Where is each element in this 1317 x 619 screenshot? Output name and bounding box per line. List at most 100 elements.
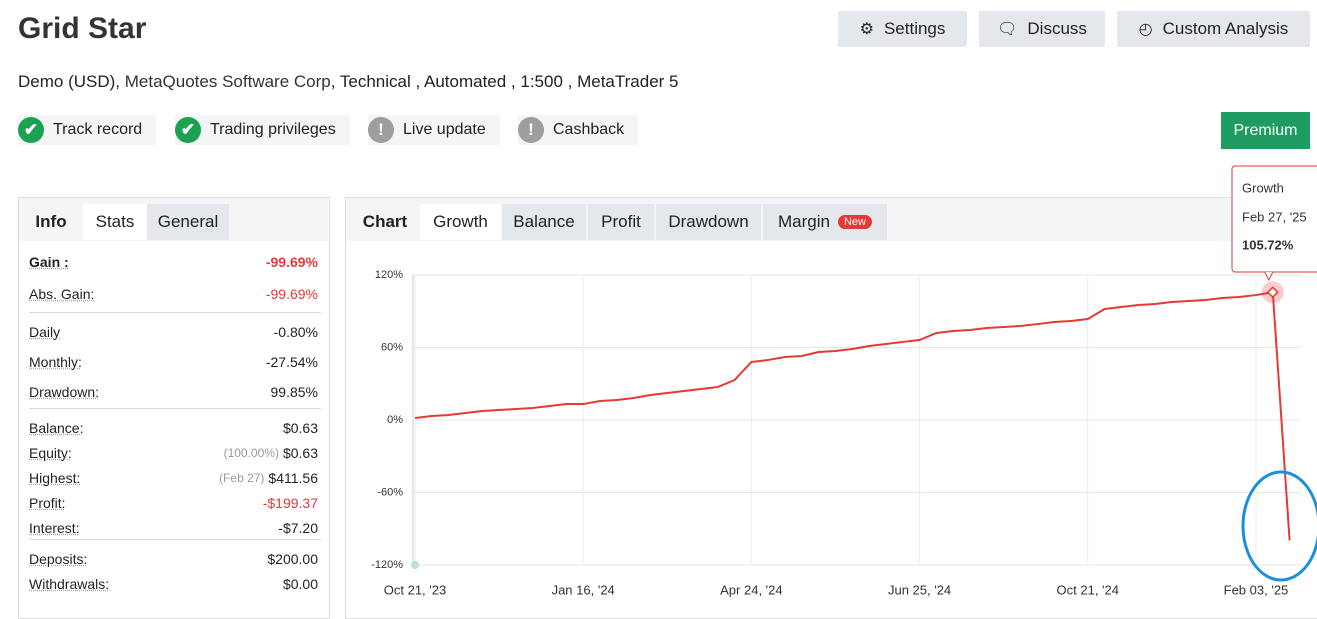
stat-label: Abs. Gain: [29,285,95,302]
stat-value: -99.69% [265,285,318,302]
tooltip-box [1231,165,1317,273]
stat-value: $0.63 [282,444,318,461]
chart-tab[interactable]: Growth [420,204,501,240]
stat-label: Deposits: [29,550,88,567]
hover-marker [1266,286,1279,299]
tooltip-title: Growth [1242,180,1284,195]
stat-value: -$199.37 [262,494,318,511]
badge-label: Trading privileges [210,121,336,138]
stat-note: (100.00%) [223,445,279,460]
y-tick-label: -60% [377,486,403,498]
chart-tab[interactable]: Profit [588,204,654,240]
badge-label: Track record [53,121,143,138]
button-icon: 🗨 [997,21,1018,38]
chart-tab[interactable]: Drawdown [656,204,761,240]
x-tick-label: Jan 16, '24 [552,582,615,597]
header-button[interactable]: ◴ Custom Analysis [1117,11,1310,47]
stat-label: Highest: [29,469,81,486]
stat-value: -99.69% [265,253,318,270]
badge-icon: ✔ [18,117,44,143]
stat-row: Balance: $0.63 [29,415,318,440]
stats-tab[interactable]: Stats [83,204,147,240]
stat-row: Monthly: -27.54% [29,349,318,374]
badge: ✔ Track record [18,115,157,145]
stat-label: Monthly: [29,353,82,370]
stat-value: 99.85% [270,383,318,400]
stat-row: Drawdown: 99.85% [29,379,318,404]
chart-tab-label: Margin [778,212,830,231]
stat-value: -0.80% [273,323,318,340]
stat-label: Withdrawals: [29,575,110,592]
badge: ! Cashback [518,115,639,145]
details-rest: , Technical , Automated , 1:500 , MetaTr… [330,72,679,91]
stats-tab[interactable]: General [147,204,229,240]
chart-tab-label: Growth [433,212,488,231]
tooltip-pointer [1264,271,1274,282]
stat-value: $0.63 [282,419,318,436]
badge-label: Live update [403,121,486,138]
stat-row: Deposits: $200.00 [29,546,318,571]
stat-row: Profit: -$199.37 [29,490,318,515]
stat-value: $411.56 [268,469,318,486]
chart-tab: Chart [350,204,420,240]
badge-label: Cashback [553,121,625,138]
y-tick-label: 120% [375,269,403,281]
stat-label: Daily [29,323,61,340]
broker-link[interactable]: MetaQuotes Software Corp [124,72,331,91]
badge: ! Live update [368,115,500,145]
x-tick-label: Apr 24, '24 [720,582,782,597]
account: Demo (USD), [18,72,121,91]
stat-row: Gain : -99.69% [29,249,318,274]
stat-row: Highest: (Feb 27) $411.56 [29,465,318,490]
stat-label: Balance: [29,419,84,436]
origin-dot [411,561,419,569]
separator [29,539,321,540]
chart-tab[interactable]: Margin New [763,204,887,240]
badge-icon: ✔ [175,117,201,143]
chart-tab[interactable]: Balance [502,204,586,240]
tooltip-value: 105.72% [1242,237,1294,252]
page-title: Grid Star [18,12,147,45]
stat-value: $200.00 [267,550,318,567]
premium-button[interactable]: Premium [1221,112,1310,149]
separator [29,408,321,409]
details: Demo (USD), MetaQuotes Software Corp, Te… [18,72,679,92]
stat-row: Daily -0.80% [29,319,318,344]
stat-row: Abs. Gain: -99.69% [29,281,318,306]
growth-line [414,291,1291,541]
y-tick-label: 0% [387,414,403,426]
stat-label: Drawdown: [29,383,100,400]
stat-label: Profit: [29,494,66,511]
stat-row: Equity: (100.00%) $0.63 [29,440,318,465]
header-button[interactable]: ⚙ Settings [838,11,967,47]
chart-tab-label: Profit [601,212,641,231]
x-tick-label: Oct 21, '23 [384,582,446,597]
x-tick-label: Jun 25, '24 [888,582,951,597]
chart-tab-label: Drawdown [668,212,749,231]
stat-label: Equity: [29,444,72,461]
button-icon: ◴ [1138,21,1153,38]
stat-note: (Feb 27) [219,470,265,485]
y-tick-label: 60% [381,341,403,353]
stat-label: Gain : [29,253,69,270]
x-tick-label: Feb 03, '25 [1224,582,1289,597]
chart-tab-label: Chart [362,212,408,231]
stat-value: -$7.20 [278,519,318,536]
stat-value: -27.54% [265,353,318,370]
stat-row: Interest: -$7.20 [29,515,318,540]
new-badge: New [837,215,872,229]
stat-row: Withdrawals: $0.00 [29,571,318,596]
stat-label: Interest: [29,519,80,536]
x-tick-label: Oct 21, '24 [1057,582,1119,597]
tooltip-date: Feb 27, '25 [1242,209,1307,224]
chart-tab-label: Balance [513,212,575,231]
button-label: Settings [883,19,946,38]
stats-tab[interactable]: Info [35,212,67,231]
separator [29,312,321,313]
button-icon: ⚙ [859,21,874,38]
badge-icon: ! [518,117,544,143]
header-button[interactable]: 🗨 Discuss [979,11,1105,47]
badge: ✔ Trading privileges [175,115,350,145]
